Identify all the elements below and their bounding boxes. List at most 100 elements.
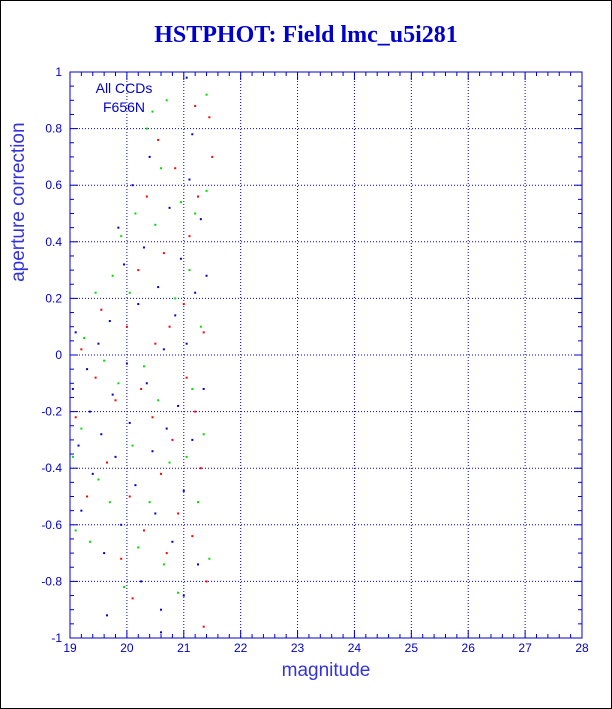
data-point (154, 223, 157, 226)
data-point (185, 376, 188, 379)
data-point (160, 608, 163, 611)
data-point (160, 472, 163, 475)
data-point (182, 303, 185, 306)
data-point (205, 93, 208, 96)
data-point (100, 433, 103, 436)
data-point (160, 167, 163, 170)
data-point (168, 461, 171, 464)
data-point (174, 314, 177, 317)
annotation-ccds: All CCDs (96, 80, 153, 96)
chart-title: HSTPHOT: Field lmc_u5i281 (154, 22, 458, 48)
data-point (128, 495, 131, 498)
x-tick-label: 27 (518, 641, 532, 655)
data-point (205, 274, 208, 277)
data-point (142, 246, 145, 249)
data-point (128, 291, 131, 294)
data-point (171, 540, 174, 543)
data-point (154, 342, 157, 345)
data-point (174, 167, 177, 170)
data-point (202, 387, 205, 390)
data-point (194, 410, 197, 413)
data-point (197, 563, 199, 566)
x-tick-label: 24 (348, 641, 362, 655)
data-point (165, 99, 168, 102)
axis-ticks: 19 20 21 22 23 24 25 26 27 28 -1 -0.8 -0.6 -0.4 -0.2 0 0… (41, 65, 589, 655)
y-tick-label: 0 (55, 348, 62, 362)
data-point (191, 535, 194, 538)
data-point (162, 252, 165, 255)
data-point (88, 540, 91, 543)
data-point (74, 416, 77, 419)
y-tick-label: -0.6 (41, 518, 62, 532)
data-point (199, 467, 202, 470)
data-point (74, 529, 77, 532)
data-point (168, 206, 171, 209)
data-point (111, 393, 114, 396)
data-point (125, 362, 128, 365)
data-point (162, 348, 165, 351)
data-point (199, 325, 202, 328)
data-point (145, 195, 148, 198)
data-point (165, 427, 168, 430)
data-point (202, 625, 205, 628)
data-point (188, 269, 191, 272)
data-point (157, 399, 160, 402)
data-point (134, 484, 137, 487)
y-tick-label: 0.8 (45, 122, 62, 136)
data-point (123, 263, 126, 266)
data-point (100, 308, 103, 311)
data-point (177, 512, 180, 515)
x-tick-label: 19 (63, 641, 77, 655)
x-tick-label: 22 (234, 641, 248, 655)
data-point (151, 450, 154, 453)
data-point (188, 235, 191, 238)
data-point (194, 291, 197, 294)
data-point (185, 455, 188, 458)
data-point (83, 337, 86, 340)
data-point (208, 557, 211, 560)
data-point (134, 212, 137, 215)
data-point (80, 427, 83, 430)
data-point (137, 546, 140, 549)
data-point (162, 563, 165, 566)
grid-lines (70, 72, 582, 638)
data-point (151, 416, 154, 419)
data-point (103, 359, 106, 362)
data-point (154, 512, 157, 515)
data-point (77, 444, 80, 447)
data-point (114, 455, 117, 458)
data-point (179, 257, 182, 260)
data-point (131, 184, 134, 187)
data-point (160, 631, 163, 634)
data-point (86, 368, 89, 371)
data-point (185, 342, 188, 345)
x-tick-label: 21 (177, 641, 191, 655)
data-point (114, 399, 117, 402)
data-point (108, 501, 111, 504)
y-tick-label: 0.4 (45, 235, 62, 249)
data-point (128, 421, 131, 424)
data-point (165, 552, 168, 555)
data-point (137, 303, 140, 306)
data-points (71, 76, 214, 634)
data-point (199, 218, 202, 221)
data-point (197, 195, 199, 198)
data-point (194, 104, 197, 107)
data-point (74, 331, 77, 334)
data-point (71, 387, 74, 390)
data-point (91, 472, 94, 475)
data-point (148, 501, 151, 504)
data-point (103, 552, 106, 555)
data-point (194, 212, 197, 215)
data-point (145, 127, 148, 130)
data-point (125, 325, 128, 328)
y-tick-label: -1 (51, 631, 62, 645)
data-point (94, 376, 97, 379)
data-point (80, 509, 83, 512)
data-point (205, 580, 208, 583)
data-point (191, 133, 194, 136)
data-point (111, 274, 114, 277)
data-point (131, 597, 134, 600)
data-point (105, 614, 108, 617)
